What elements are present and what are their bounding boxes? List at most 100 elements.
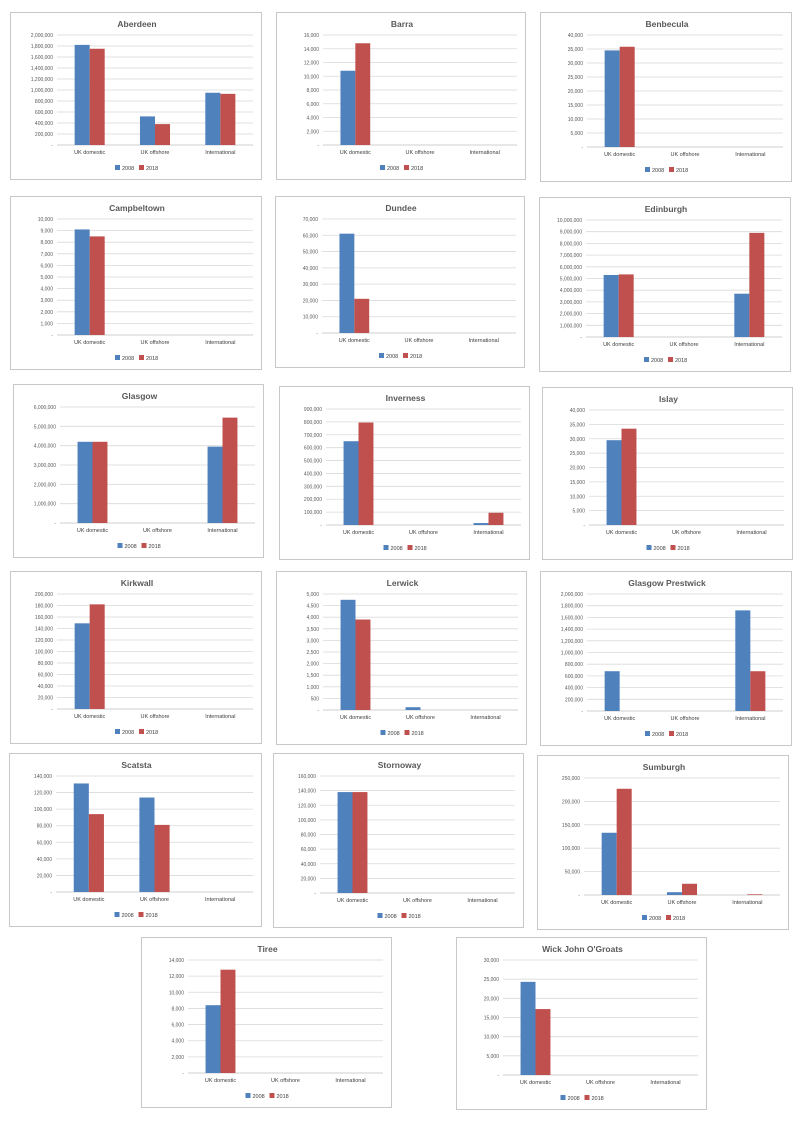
chart-title: Aberdeen: [117, 19, 156, 29]
x-category-label: UK offshore: [140, 897, 169, 903]
y-tick-label: 60,000: [303, 233, 319, 239]
y-tick-label: 100,000: [34, 807, 52, 813]
y-tick-label: -: [580, 335, 582, 341]
y-tick-label: 400,000: [565, 686, 583, 692]
y-tick-label: 1,000,000: [561, 651, 583, 657]
y-tick-label: 4,000: [40, 287, 53, 293]
x-category-label: UK domestic: [520, 1080, 551, 1086]
y-tick-label: 20,000: [303, 298, 319, 304]
y-tick-label: 1,200,000: [31, 77, 53, 83]
legend-label: 2008: [125, 544, 137, 550]
chart-panel: Barra - 2,000 4,000 6,000 8,000 10,000 12,000 14…: [276, 12, 526, 180]
bar-2008: [340, 599, 356, 710]
legend-label: 2008: [391, 546, 403, 552]
y-tick-label: 100,000: [298, 818, 316, 824]
legend-label: 2008: [651, 358, 663, 364]
x-category-label: UK domestic: [337, 898, 368, 904]
y-tick-label: 9,000,000: [560, 230, 582, 236]
legend-label: 2018: [412, 731, 424, 737]
legend-swatch: [645, 731, 650, 736]
y-tick-label: 160,000: [35, 615, 53, 621]
y-tick-label: 5,000,000: [34, 424, 56, 430]
chart-title: Kirkwall: [121, 578, 154, 588]
y-tick-label: 15,000: [484, 1016, 500, 1022]
chart-panel: Edinburgh - 1,000,000 2,000,000 3,000,000 4,0…: [539, 197, 791, 372]
y-tick-label: 200,000: [35, 132, 53, 138]
y-tick-label: 3,000: [306, 638, 319, 644]
y-tick-label: 200,000: [565, 697, 583, 703]
y-tick-label: 8,000,000: [560, 241, 582, 247]
legend-label: 2008: [122, 913, 134, 919]
chart-panel: Lerwick - 500 1,000 1,500 2,000 2,500 3,000 3,50…: [276, 571, 527, 745]
x-category-label: UK domestic: [74, 150, 105, 156]
legend-swatch: [404, 730, 410, 735]
y-tick-label: 4,000,000: [560, 288, 582, 294]
legend-swatch: [139, 165, 144, 170]
y-tick-label: 700,000: [304, 433, 322, 439]
y-tick-label: 2,000,000: [561, 592, 583, 598]
bar-2008: [139, 797, 155, 892]
y-tick-label: 2,000,000: [34, 482, 56, 488]
bar-2008: [666, 892, 682, 895]
y-tick-label: 1,600,000: [561, 615, 583, 621]
legend-swatch: [646, 545, 652, 550]
y-tick-label: 1,800,000: [31, 44, 53, 50]
y-tick-label: 5,000: [306, 592, 319, 598]
legend-swatch: [380, 730, 386, 735]
y-tick-label: 20,000: [37, 873, 53, 879]
bar-2018: [747, 894, 763, 895]
x-category-label: UK offshore: [409, 530, 438, 536]
x-category-label: International: [735, 152, 765, 158]
y-tick-label: 250,000: [562, 776, 580, 782]
y-tick-label: -: [581, 145, 583, 151]
y-tick-label: 5,000: [40, 275, 53, 281]
y-tick-label: 10,000: [484, 1035, 500, 1041]
bar-2008: [74, 229, 90, 335]
bar-2008: [340, 70, 356, 145]
y-tick-label: 1,000,000: [31, 88, 53, 94]
chart-title: Glasgow Prestwick: [628, 578, 706, 588]
x-category-label: UK domestic: [603, 342, 634, 348]
x-category-label: International: [736, 530, 766, 536]
x-category-label: International: [335, 1078, 365, 1084]
legend-swatch: [403, 353, 408, 358]
legend-swatch: [670, 545, 676, 550]
bar-2018: [88, 814, 104, 892]
y-tick-label: 120,000: [35, 638, 53, 644]
x-category-label: International: [735, 716, 765, 722]
legend-label: 2008: [385, 914, 397, 920]
chart-panel: Glasgow - 1,000,000 2,000,000 3,000,000 4,000…: [13, 384, 264, 558]
y-tick-label: 20,000: [568, 89, 584, 95]
x-category-label: UK offshore: [403, 898, 432, 904]
y-tick-label: 6,000: [40, 263, 53, 269]
chart-svg: Scatsta - 20,000 40,000 60,000 80,000 100,000 1…: [34, 760, 253, 919]
x-category-label: UK domestic: [73, 897, 104, 903]
y-tick-label: 800,000: [35, 99, 53, 105]
y-tick-label: 80,000: [38, 661, 54, 667]
legend-label: 2008: [388, 731, 400, 737]
x-category-label: International: [650, 1080, 680, 1086]
y-tick-label: 200,000: [304, 497, 322, 503]
x-category-label: UK domestic: [343, 530, 374, 536]
legend-label: 2018: [411, 166, 423, 172]
chart-title: Dundee: [385, 203, 416, 213]
y-tick-label: 6,000,000: [34, 405, 56, 411]
y-tick-label: -: [51, 333, 53, 339]
y-tick-label: 16,000: [304, 33, 320, 39]
y-tick-label: 14,000: [304, 47, 320, 53]
legend-swatch: [644, 357, 649, 362]
y-tick-label: 600,000: [304, 446, 322, 452]
bar-2018: [220, 969, 236, 1073]
legend-swatch: [666, 915, 671, 920]
bar-2008: [207, 446, 223, 523]
y-tick-label: 40,000: [568, 33, 584, 39]
chart-svg: Lerwick - 500 1,000 1,500 2,000 2,500 3,000 3,50…: [306, 578, 518, 737]
y-tick-label: 6,000: [171, 1023, 184, 1029]
bar-2008: [601, 832, 617, 895]
chart-svg: Aberdeen - 200,000 400,000 600,000 800,000 1,0…: [31, 19, 253, 172]
bar-2008: [139, 116, 155, 145]
legend-swatch: [114, 912, 120, 917]
y-tick-label: 20,000: [301, 876, 317, 882]
bar-2018: [618, 274, 634, 337]
x-category-label: UK offshore: [671, 716, 700, 722]
